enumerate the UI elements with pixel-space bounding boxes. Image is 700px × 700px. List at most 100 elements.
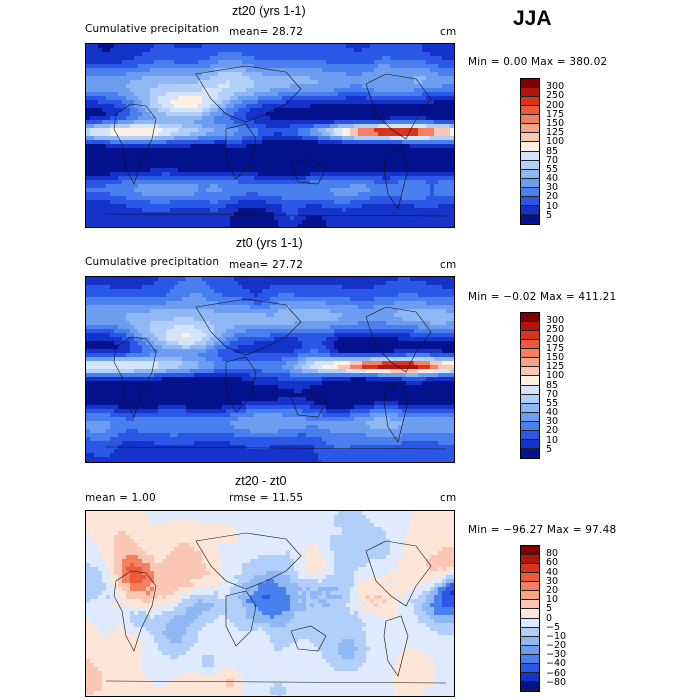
panel3-mean: mean = 1.00 [85,492,156,504]
panel1-minmax: Min = 0.00 Max = 380.02 [468,56,608,68]
colorbar-tick-label: 175 [546,108,565,120]
colorbar-tick-label: 300 [546,81,565,93]
colorbar-swatch [521,555,539,565]
season-label: JJA [513,7,552,30]
colorbar-swatch [521,546,539,556]
colorbar-tick-label: 150 [546,351,565,363]
colorbar-tick-label: 150 [546,117,565,129]
colorbar-swatch [521,340,539,350]
colorbar-swatch [521,439,539,449]
colorbar-swatch [521,430,539,440]
panel1-map [85,43,455,228]
colorbar-tick-label: 300 [546,315,565,327]
panel3-map [85,510,455,697]
colorbar-tick-label: 20 [546,425,559,437]
colorbar-swatch [521,600,539,610]
colorbar-tick-label: −60 [546,667,567,679]
panel1-units: cm [440,26,457,38]
colorbar-swatch [521,385,539,395]
panel2-units: cm [440,259,457,271]
colorbar-swatch [521,187,539,197]
colorbar-tick-label: 250 [546,324,565,336]
colorbar-swatch [521,627,539,637]
colorbar-swatch [521,573,539,583]
colorbar-tick-label: −40 [546,658,567,670]
colorbar-swatch [521,160,539,170]
colorbar-tick-label: 5 [546,443,553,455]
colorbar-swatch [521,367,539,377]
colorbar-tick-label: 250 [546,90,565,102]
colorbar-tick-label: −5 [546,621,561,633]
colorbar-tick-label: 60 [546,557,559,569]
colorbar-swatch [521,618,539,628]
panel1-subtitle: Cumulative precipitation [85,23,220,35]
colorbar-swatch [521,358,539,368]
colorbar-tick-label: 55 [546,397,559,409]
colorbar-swatch [521,322,539,332]
colorbar-tick-label: 30 [546,416,559,428]
colorbar-swatch [521,672,539,682]
colorbar-tick-label: 30 [546,575,559,587]
colorbar-swatch [521,79,539,89]
colorbar-swatch [521,178,539,188]
colorbar-swatch [521,376,539,386]
panel3-title: zt20 - zt0 [235,474,287,488]
colorbar-swatch [521,591,539,601]
colorbar-swatch [521,663,539,673]
colorbar-swatch [521,636,539,646]
panel3-units: cm [440,492,457,504]
colorbar-tick-label: 40 [546,407,559,419]
panel2-subtitle: Cumulative precipitation [85,256,220,268]
colorbar-tick-label: 10 [546,594,559,606]
panel3-rmse: rmse = 11.55 [229,492,304,504]
colorbar-swatch [521,582,539,592]
colorbar-swatch [521,313,539,323]
colorbar-tick-label: 70 [546,154,559,166]
panel2-mean: mean= 27.72 [229,259,304,271]
colorbar-swatch [521,124,539,134]
colorbar-swatch [521,609,539,619]
colorbar-swatch [521,115,539,125]
colorbar-swatch [521,421,539,431]
colorbar-tick-label: 100 [546,370,565,382]
colorbar-tick-label: 55 [546,163,559,175]
panel2-minmax: Min = −0.02 Max = 411.21 [468,291,617,303]
colorbar-tick-label: 20 [546,191,559,203]
panel2-map [85,276,455,463]
colorbar-tick-label: 80 [546,548,559,560]
colorbar-tick-label: −80 [546,676,567,688]
colorbar-tick-label: 5 [546,603,553,615]
colorbar-tick-label: 200 [546,333,565,345]
colorbar-tick-label: 100 [546,136,565,148]
colorbar-swatch [521,331,539,341]
panel3-colorbar [520,545,540,692]
colorbar-swatch [521,196,539,206]
colorbar-swatch [521,564,539,574]
colorbar-swatch [521,205,539,215]
colorbar-swatch [521,106,539,116]
colorbar-swatch [521,349,539,359]
panel1-title: zt20 (yrs 1-1) [232,4,306,18]
colorbar-tick-label: −20 [546,640,567,652]
panel3-minmax: Min = −96.27 Max = 97.48 [468,524,617,536]
colorbar-tick-label: 125 [546,361,565,373]
colorbar-swatch [521,645,539,655]
colorbar-tick-label: 10 [546,434,559,446]
colorbar-swatch [521,394,539,404]
colorbar-tick-label: 85 [546,379,559,391]
colorbar-swatch [521,133,539,143]
colorbar-tick-label: 20 [546,584,559,596]
colorbar-tick-label: 0 [546,612,553,624]
colorbar-tick-label: −10 [546,630,567,642]
colorbar-tick-label: 70 [546,388,559,400]
colorbar-swatch [521,412,539,422]
colorbar-tick-label: 40 [546,566,559,578]
colorbar-tick-label: 5 [546,209,553,221]
colorbar-swatch [521,88,539,98]
colorbar-swatch [521,151,539,161]
panel2-title: zt0 (yrs 1-1) [236,236,303,250]
colorbar-swatch [521,169,539,179]
colorbar-swatch [521,97,539,107]
colorbar-tick-label: 175 [546,342,565,354]
colorbar-swatch [521,681,539,691]
